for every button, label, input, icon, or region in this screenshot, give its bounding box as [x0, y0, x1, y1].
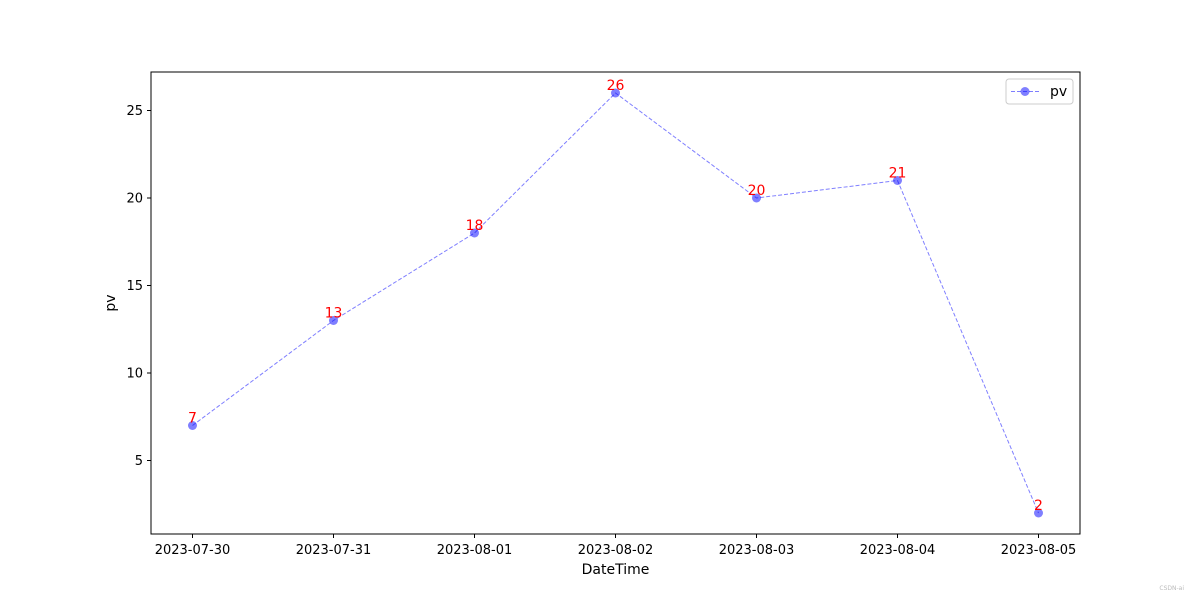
data-label: 7	[188, 411, 197, 427]
x-tick-label: 2023-08-02	[578, 543, 654, 558]
plot-area	[150, 71, 1081, 535]
y-axis-label: pv	[103, 294, 119, 311]
legend: pv	[1005, 78, 1074, 105]
x-axis-label: DateTime	[582, 562, 650, 578]
y-axis: 5 10 15 20 25	[126, 104, 151, 469]
data-label: 2	[1034, 498, 1043, 514]
data-label: 13	[325, 306, 343, 322]
x-tick-label: 2023-08-04	[860, 543, 936, 558]
data-labels: 7 13 18 26 20 21 2	[188, 78, 1043, 514]
data-point	[752, 193, 761, 203]
legend-label-pv: pv	[1050, 84, 1067, 100]
y-tick-label: 20	[126, 192, 143, 207]
data-point	[470, 228, 479, 238]
x-tick-label: 2023-07-31	[296, 543, 372, 558]
x-tick-label: 2023-07-30	[155, 543, 231, 558]
x-axis: 2023-07-30 2023-07-31 2023-08-01 2023-08-02…	[155, 534, 1077, 558]
x-tick-label: 2023-08-05	[1001, 543, 1077, 558]
data-label: 18	[466, 218, 484, 234]
x-tick-label: 2023-08-03	[719, 543, 795, 558]
data-label: 21	[889, 166, 907, 182]
data-point	[329, 316, 338, 325]
data-point	[188, 421, 197, 430]
data-points	[188, 88, 1043, 518]
y-tick-label: 10	[126, 367, 143, 382]
x-tick-label: 2023-08-01	[437, 543, 513, 558]
y-tick-label: 25	[126, 104, 143, 119]
data-label: 20	[748, 183, 766, 199]
legend-box	[1005, 78, 1074, 105]
data-point	[611, 88, 620, 98]
watermark-text: CSDN-ai	[1159, 585, 1184, 592]
y-tick-label: 5	[135, 454, 143, 469]
data-point	[1034, 508, 1043, 518]
data-point	[893, 176, 902, 185]
y-tick-label: 15	[126, 279, 143, 294]
data-label: 26	[607, 78, 625, 94]
legend-marker	[1020, 87, 1030, 96]
